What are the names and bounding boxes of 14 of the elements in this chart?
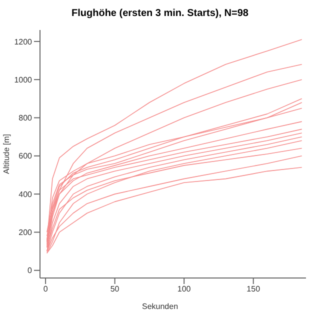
y-axis-title: Altitude [m] [2,134,11,174]
y-tick-label: 1200 [14,37,33,46]
y-tick-label: 200 [18,228,33,238]
x-tick-label: 50 [110,284,120,294]
x-tick-label: 150 [246,284,261,294]
chart-title: Flughöhe (ersten 3 min. Starts), N=98 [70,8,250,19]
y-tick-label: 800 [18,114,33,123]
x-axis-title: Sekunden [140,302,180,311]
y-tick-label: 1000 [14,75,33,84]
y-tick-label: 600 [18,152,33,161]
x-tick-label: 0 [43,284,48,294]
x-tick-label: 100 [177,284,192,294]
y-tick-label: 0 [28,266,33,276]
y-tick-label: 400 [18,190,33,199]
